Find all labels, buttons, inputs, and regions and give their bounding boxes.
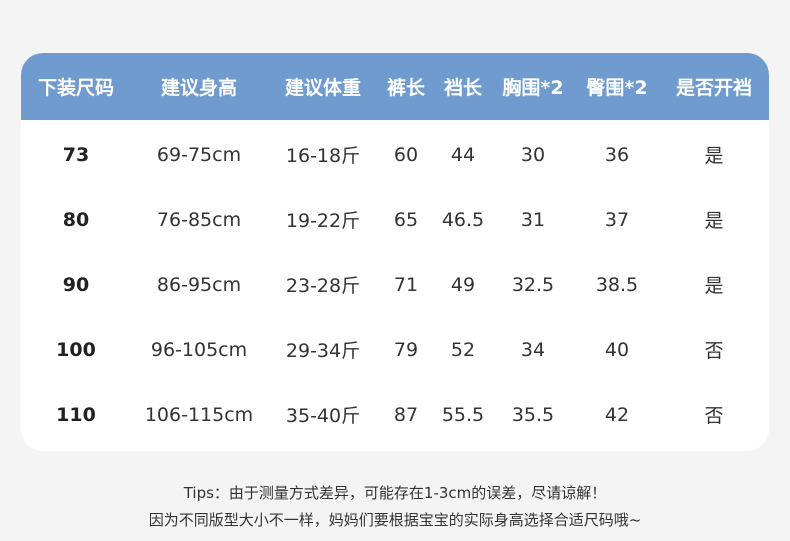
cell-height: 86-95cm xyxy=(156,273,242,296)
cell-pants-length: 87 xyxy=(393,403,419,426)
cell-open-crotch: 否 xyxy=(704,405,724,427)
table-row: 73 69-75cm 16-18斤 60 44 30 36 是 xyxy=(21,122,769,187)
tips-line-2: 因为不同版型大小不一样，妈妈们要根据宝宝的实际身高选择合适尺码哦~ xyxy=(148,511,642,529)
cell-open-crotch: 否 xyxy=(704,340,724,362)
cell-weight: 19-22斤 xyxy=(285,210,361,232)
table-row: 90 86-95cm 23-28斤 71 49 32.5 38.5 是 xyxy=(21,252,769,317)
cell-size: 90 xyxy=(62,273,90,296)
header-pants-length: 裤长 xyxy=(386,77,426,99)
cell-pants-length: 79 xyxy=(393,338,419,361)
cell-hip: 37 xyxy=(604,208,630,231)
cell-chest: 34 xyxy=(520,338,546,361)
header-open-crotch: 是否开裆 xyxy=(675,77,753,99)
cell-open-crotch: 是 xyxy=(704,210,724,232)
cell-chest: 30 xyxy=(520,143,546,166)
table-row: 100 96-105cm 29-34斤 79 52 34 40 否 xyxy=(21,317,769,382)
header-size: 下装尺码 xyxy=(37,77,115,99)
cell-hip: 36 xyxy=(604,143,630,166)
cell-height: 96-105cm xyxy=(150,338,248,361)
cell-crotch-length: 49 xyxy=(450,273,476,296)
cell-chest: 35.5 xyxy=(511,403,555,426)
cell-crotch-length: 55.5 xyxy=(441,403,485,426)
header-chest: 胸围*2 xyxy=(502,77,564,99)
cell-weight: 35-40斤 xyxy=(285,405,361,427)
size-chart-table: 下装尺码 建议身高 建议体重 裤长 裆长 胸围*2 臀围*2 是否开裆 73 69-75cm 16… xyxy=(21,53,769,451)
cell-chest: 31 xyxy=(520,208,546,231)
cell-pants-length: 65 xyxy=(393,208,419,231)
cell-height: 76-85cm xyxy=(156,208,242,231)
cell-height: 69-75cm xyxy=(156,143,242,166)
cell-hip: 38.5 xyxy=(595,273,639,296)
cell-weight: 29-34斤 xyxy=(285,340,361,362)
header-crotch-length: 裆长 xyxy=(443,77,483,99)
header-hip: 臀围*2 xyxy=(586,77,648,99)
cell-crotch-length: 44 xyxy=(450,143,476,166)
cell-pants-length: 60 xyxy=(393,143,419,166)
cell-size: 80 xyxy=(62,208,90,231)
cell-pants-length: 71 xyxy=(393,273,419,296)
cell-crotch-length: 46.5 xyxy=(441,208,485,231)
cell-hip: 42 xyxy=(604,403,630,426)
cell-crotch-length: 52 xyxy=(450,338,476,361)
cell-size: 110 xyxy=(56,403,96,426)
tips-line-1: Tips：由于测量方式差异，可能存在1-3cm的误差，尽请谅解！ xyxy=(183,484,607,502)
cell-size: 73 xyxy=(62,143,90,166)
table-row: 80 76-85cm 19-22斤 65 46.5 31 37 是 xyxy=(21,187,769,252)
table-header: 下装尺码 建议身高 建议体重 裤长 裆长 胸围*2 臀围*2 是否开裆 xyxy=(21,53,769,120)
header-weight: 建议体重 xyxy=(284,77,362,99)
cell-hip: 40 xyxy=(604,338,630,361)
cell-open-crotch: 是 xyxy=(704,275,724,297)
cell-open-crotch: 是 xyxy=(704,145,724,167)
cell-size: 100 xyxy=(56,338,96,361)
cell-weight: 16-18斤 xyxy=(285,145,361,167)
cell-weight: 23-28斤 xyxy=(285,275,361,297)
cell-height: 106-115cm xyxy=(144,403,254,426)
table-row: 110 106-115cm 35-40斤 87 55.5 35.5 42 否 xyxy=(21,382,769,447)
header-height: 建议身高 xyxy=(160,77,238,99)
cell-chest: 32.5 xyxy=(511,273,555,296)
